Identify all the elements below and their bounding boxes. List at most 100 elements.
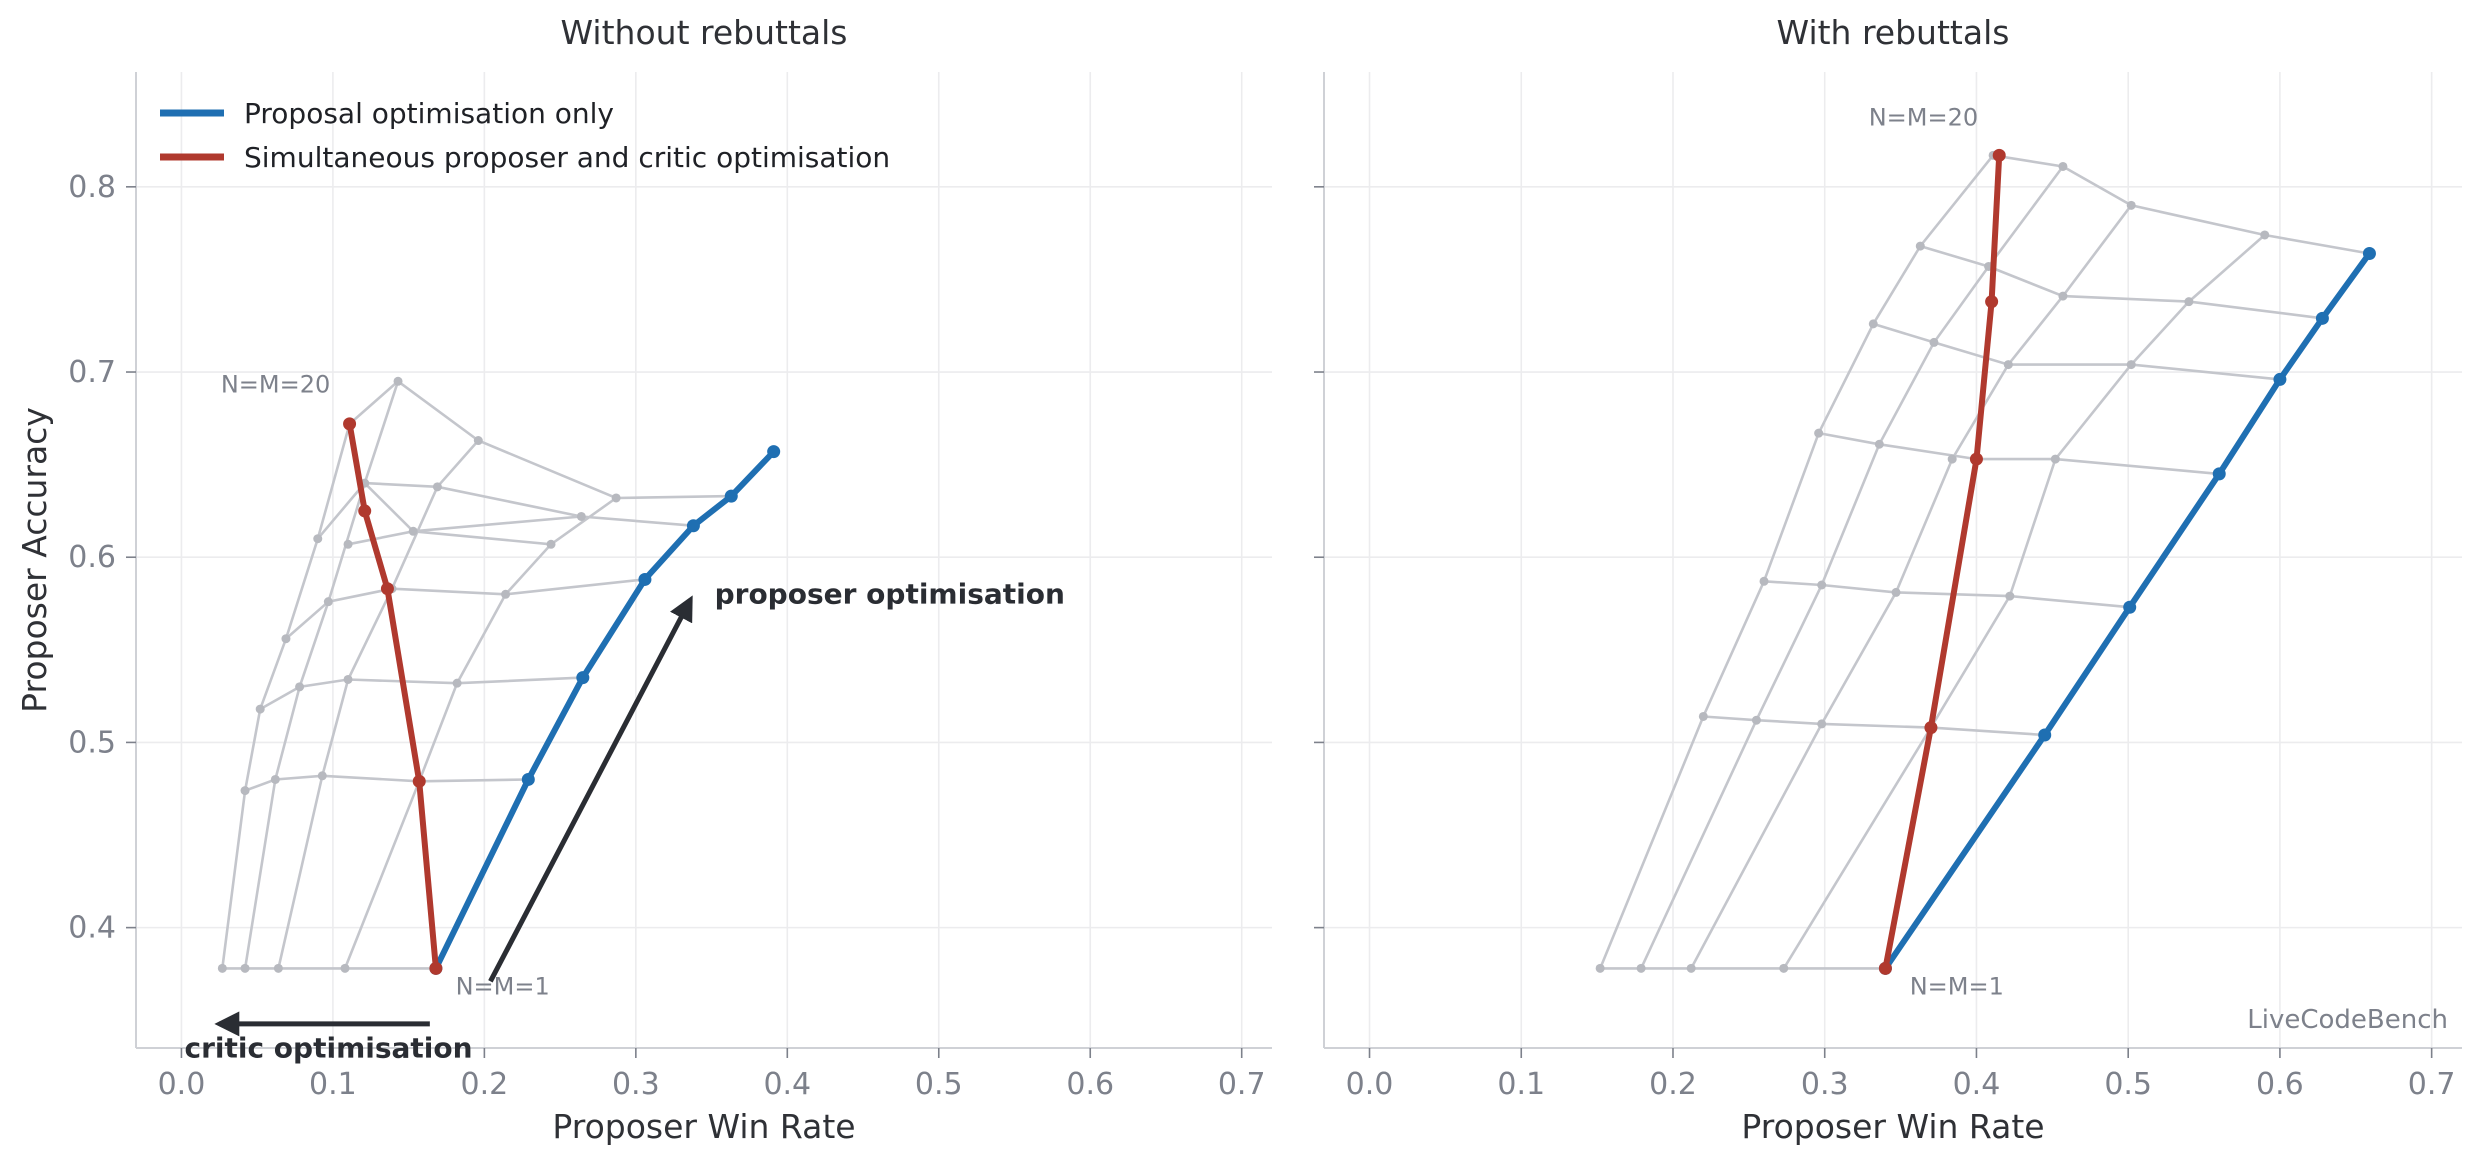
y-tick-label: 0.8 xyxy=(68,170,116,205)
panel-with-rebuttals: 0.0 0.1 0.2 0.3 0.4 0.5 0.6 0.7 With rebuttals Pr… xyxy=(1314,13,2462,1146)
lattice-point xyxy=(1891,587,1901,597)
x-tick-label: 0.0 xyxy=(1346,1067,1394,1102)
lattice-point xyxy=(473,436,483,446)
lattice-line xyxy=(221,423,351,969)
lattice-point xyxy=(1636,963,1646,973)
series-point xyxy=(1985,295,1999,309)
lattice-point xyxy=(340,963,350,973)
lattice-point xyxy=(295,682,305,692)
lattice-line xyxy=(259,676,583,711)
chart-title: With rebuttals xyxy=(1777,13,2010,52)
lattice-point xyxy=(501,589,511,599)
lattice-point xyxy=(255,704,265,714)
lattice-point xyxy=(1595,963,1605,973)
lattice-line xyxy=(243,380,400,969)
x-tick-label: 0.4 xyxy=(1953,1067,2001,1102)
series-point xyxy=(2273,372,2287,386)
lattice-point xyxy=(1751,715,1761,725)
lattice-line xyxy=(1919,244,2323,320)
x-tick-label: 0.7 xyxy=(2408,1067,2456,1102)
lattice-line xyxy=(348,379,732,500)
lattice-line xyxy=(1639,165,2064,969)
x-tick-label: 0.4 xyxy=(763,1067,811,1102)
lattice-line xyxy=(364,481,582,518)
series-point xyxy=(2123,600,2137,614)
lattice-point xyxy=(1814,428,1824,438)
lattice-point xyxy=(1929,337,1939,347)
x-axis-title: Proposer Win Rate xyxy=(552,1107,855,1146)
lattice-point xyxy=(452,678,462,688)
lattice-point xyxy=(1874,439,1884,449)
y-tick-label: 0.7 xyxy=(68,355,116,390)
lattice-point xyxy=(1915,241,1925,251)
lattice-point xyxy=(432,482,442,492)
series-point xyxy=(1992,148,2006,162)
series-point xyxy=(638,572,652,586)
x-tick-label: 0.5 xyxy=(2104,1067,2152,1102)
lattice-point xyxy=(2050,454,2060,464)
chart-title: Without rebuttals xyxy=(561,13,848,52)
legend-label: Proposal optimisation only xyxy=(244,97,614,130)
lattice-point xyxy=(576,511,586,521)
x-tick-label: 0.1 xyxy=(1497,1067,1545,1102)
series-point xyxy=(380,582,394,596)
x-axis-title: Proposer Win Rate xyxy=(1741,1107,2044,1146)
lattice-point xyxy=(343,674,353,684)
point-annotation: N=M=1 xyxy=(1910,972,2004,1000)
series-point xyxy=(767,445,781,459)
lattice-point xyxy=(343,539,353,549)
series-point xyxy=(2212,467,2226,481)
x-tick-label: 0.5 xyxy=(915,1067,963,1102)
series-point xyxy=(724,489,738,503)
series-point xyxy=(1969,452,1983,466)
y-tick-label: 0.4 xyxy=(68,911,116,946)
lattice-line xyxy=(347,529,552,546)
lattice-point xyxy=(1817,580,1827,590)
lattice-point xyxy=(317,771,327,781)
y-axis-title: Proposer Accuracy xyxy=(15,407,54,713)
lattice-point xyxy=(1759,576,1769,586)
arrow-label: proposer optimisation xyxy=(715,578,1065,611)
point-annotation: N=M=20 xyxy=(221,370,330,398)
lattice-point xyxy=(240,963,250,973)
lattice-point xyxy=(2126,360,2136,370)
lattice-point xyxy=(1817,719,1827,729)
point-annotation: N=M=20 xyxy=(1869,104,1978,132)
series-point xyxy=(1878,961,1892,975)
series-point xyxy=(2362,246,2376,260)
lattice-line xyxy=(1872,322,2281,381)
x-tick-label: 0.2 xyxy=(1649,1067,1697,1102)
x-tick-label: 0.1 xyxy=(309,1067,357,1102)
annotation-arrow xyxy=(488,595,693,983)
lattice-point xyxy=(1779,963,1789,973)
lattice-point xyxy=(2260,230,2270,240)
lattice-line xyxy=(277,439,480,969)
lattice-line xyxy=(343,496,617,969)
series-point xyxy=(686,519,700,533)
x-tick-label: 0.6 xyxy=(1066,1067,1114,1102)
series-point xyxy=(358,504,372,518)
lattice-point xyxy=(2058,161,2068,171)
lattice-point xyxy=(1698,711,1708,721)
lattice-point xyxy=(2003,360,2013,370)
x-tick-label: 0.3 xyxy=(612,1067,660,1102)
series-point xyxy=(412,774,426,788)
series-point xyxy=(2315,311,2329,325)
lattice-line xyxy=(1992,154,2370,255)
panel-without-rebuttals: 0.0 0.1 0.2 0.3 0.4 0.5 0.6 0.7 0.4 0.5 0.6 0.7 0.8 W… xyxy=(15,13,1272,1146)
dataset-watermark: LiveCodeBench xyxy=(2247,1005,2448,1035)
series-line xyxy=(432,448,777,972)
lattice-point xyxy=(1947,454,1957,464)
series-point xyxy=(2038,728,2052,742)
series-point xyxy=(343,417,357,431)
arrow-label: critic optimisation xyxy=(184,1031,472,1064)
lattice-point xyxy=(2184,297,2194,307)
lattice-point xyxy=(2005,591,2015,601)
lattice-point xyxy=(273,963,283,973)
lattice-point xyxy=(408,526,418,536)
series-point xyxy=(1924,721,1938,735)
lattice-point xyxy=(393,376,403,386)
x-tick-label: 0.0 xyxy=(158,1067,206,1102)
lattice-point xyxy=(546,539,556,549)
